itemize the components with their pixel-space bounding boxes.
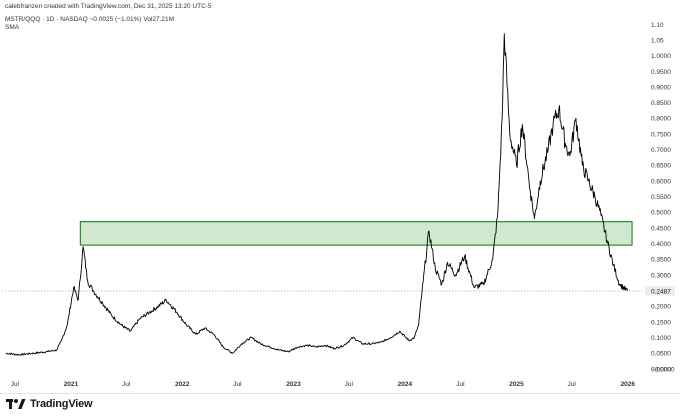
footer-bar: TradingView [0,393,680,416]
y-tick-label: −0.0000 [651,366,675,373]
series-layer [5,33,628,356]
y-tick-label: 0.4000 [651,241,671,248]
y-tick-label: 1.10 [651,22,664,29]
x-tick-label: 2024 [398,381,413,388]
y-tick-label: 0.9000 [651,84,671,91]
y-tick-label: 0.6500 [651,163,671,170]
tradingview-logo[interactable]: TradingView [6,398,93,410]
x-tick-label: Jul [456,381,465,388]
y-tick-label: 0.3500 [651,257,671,264]
chart-credit: calebfranzen created with TradingView.co… [5,3,212,10]
x-tick-label: Jul [345,381,354,388]
y-tick-label: 0.7500 [651,131,671,138]
symbol-legend[interactable]: MSTR/QQQ · 1D · NASDAQ ~0.0025 (−1.01%) … [5,16,175,23]
last-price-label: 0.2487 [651,288,671,295]
y-tick-label: 0.9500 [651,69,671,76]
y-axis: 1.10 1.05 1.0000 0.9500 0.9000 0.8500 0.8000 0.… [645,22,675,373]
y-tick-label: 0.3000 [651,272,671,279]
y-tick-label: 0.1000 [651,335,671,342]
x-tick-label: 2025 [509,381,524,388]
tradingview-logo-icon [6,399,26,409]
y-tick-label: 0.0500 [651,351,671,358]
y-tick-label: 1.05 [651,37,664,44]
tradingview-brand: TradingView [30,398,93,410]
x-tick-label: 2022 [175,381,190,388]
x-axis: Jul 2021 Jul 2022 Jul 2023 Jul 2024 Jul 2025 Jul 20… [11,381,636,388]
price-chart[interactable]: 1.10 1.05 1.0000 0.9500 0.9000 0.8500 0.8000 0.… [0,0,680,394]
y-tick-label: 0.5500 [651,194,671,201]
y-tick-label: 0.5000 [651,210,671,217]
y-tick-label: 0.7000 [651,147,671,154]
y-tick-label: 0.8000 [651,116,671,123]
highlight-zone [79,221,633,246]
zone-layer [79,221,633,246]
y-tick-label: 0.6000 [651,178,671,185]
y-tick-label: 0.8500 [651,100,671,107]
price-series-line [5,33,628,356]
last-price-badge [645,286,675,296]
x-tick-label: 2026 [621,381,636,388]
y-tick-label: 0.0000 [651,366,671,373]
x-tick-label: Jul [122,381,131,388]
y-tick-label: 0.1500 [651,319,671,326]
y-tick-label: 0.4500 [651,225,671,232]
x-tick-label: Jul [568,381,577,388]
x-tick-label: 2021 [64,381,79,388]
x-tick-label: 2023 [286,381,301,388]
x-tick-label: Jul [11,381,20,388]
x-tick-label: Jul [233,381,242,388]
y-tick-label: 0.2000 [651,304,671,311]
y-tick-label: 1.0000 [651,53,671,60]
indicator-legend-sma[interactable]: SMA [5,24,20,31]
